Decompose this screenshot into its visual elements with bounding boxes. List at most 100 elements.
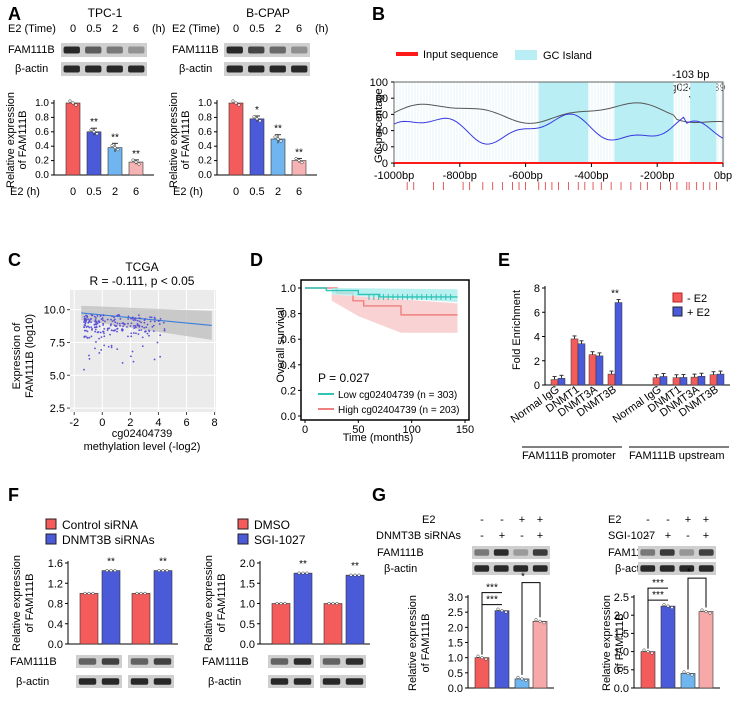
c-point: [149, 320, 152, 323]
c-point: [100, 349, 103, 351]
c-point: [143, 321, 146, 324]
c-point: [135, 332, 137, 335]
g-blot-fam111b-strip: [638, 546, 716, 559]
f-legend-label-1: Control siRNA: [62, 518, 138, 532]
c-point: [111, 315, 114, 318]
a-time-unit: (h): [315, 23, 328, 35]
g-blot-fam111b-band: [493, 549, 509, 556]
d-ytick-label: 0.4: [281, 360, 296, 372]
e-ytick-label: 0: [534, 380, 540, 392]
a-blot-actin-band: [85, 65, 102, 73]
g-sign-row1: +: [703, 514, 709, 526]
e-bar: [570, 338, 579, 386]
a-ytick-label: 0.8: [198, 112, 212, 123]
a-dot: [116, 148, 120, 152]
a-dot: [110, 144, 114, 148]
g-bracket-3: [521, 582, 541, 675]
a-sig: **: [111, 132, 119, 143]
c-point: [98, 337, 100, 340]
a-x-tick-label: 2: [275, 186, 281, 198]
a-title: B-CPAP: [246, 6, 290, 20]
a-blot-label-2: β-actin: [15, 63, 48, 75]
a-dot: [279, 139, 283, 143]
b-ytick-label: 0: [382, 158, 388, 170]
f-legend-label-2: DNMT3B siRNAs: [62, 533, 155, 547]
g-blot-actin-band: [698, 565, 714, 572]
c-point: [137, 333, 140, 336]
g-sign-row1: -: [666, 514, 670, 526]
d-ytick-label: 0.0: [281, 411, 296, 423]
a-ytick-label: 0.2: [198, 156, 212, 167]
g-row1-label: E2: [422, 514, 435, 526]
c-xtick-label: 2: [127, 417, 133, 429]
f-bar: [293, 572, 313, 645]
b-gc-island: [538, 82, 589, 163]
c-point: [133, 327, 136, 329]
c-point: [134, 326, 137, 329]
f-bar: [153, 570, 173, 645]
a-blot-fam111b-band: [269, 46, 286, 54]
g-dot: [484, 657, 488, 661]
f-legend-label-2: SGI-1027: [254, 533, 306, 547]
g-blot-fam111b-band: [474, 549, 490, 556]
g-blot-fam111b-band: [679, 549, 695, 556]
a-dot: [276, 137, 280, 141]
c-point: [100, 336, 103, 338]
a-ylabel-1: Relative expression: [5, 92, 17, 188]
c-point: [113, 324, 116, 327]
d-plot-frame: [300, 279, 470, 421]
c-xtick-label: 8: [212, 417, 218, 429]
c-point: [103, 344, 106, 347]
f-ytick-label: 0.4: [48, 619, 63, 631]
f-bar: [101, 570, 121, 645]
c-point: [103, 335, 106, 338]
a-blot-actin-band: [248, 65, 265, 73]
g-bar: [640, 651, 656, 689]
e-sig: **: [611, 289, 619, 300]
g-dot: [646, 650, 650, 654]
a-dot: [258, 119, 262, 123]
legend-input-label: Input sequence: [423, 49, 498, 61]
g-ylabel-2: of FAM111B: [420, 614, 432, 673]
f-bar: [131, 593, 151, 645]
g-dot: [704, 610, 708, 614]
a-dot: [297, 159, 301, 163]
a-dot: [255, 117, 259, 121]
g-blot-actin-strip: [638, 562, 716, 575]
c-point: [138, 317, 141, 319]
f-sig: **: [351, 561, 359, 572]
c-point: [102, 322, 104, 325]
f-blot-actin-band: [153, 678, 172, 685]
g-blot-label-2: β-actin: [384, 563, 417, 575]
f-dot: [349, 573, 353, 577]
g-sig-1: ***: [486, 583, 498, 594]
a-sig: *: [255, 105, 259, 116]
c-point: [159, 355, 162, 358]
f-blot-actin-band: [78, 678, 97, 685]
g-sig-2: ***: [652, 590, 664, 601]
a-ytick-label: 0.6: [198, 127, 212, 138]
d-legend-low: Low cg02404739 (n = 303): [338, 390, 457, 401]
c-ylabel-1: Expression of: [11, 322, 23, 390]
c-xtick-label: 4: [155, 417, 161, 429]
c-point: [134, 319, 137, 321]
c-point: [88, 326, 91, 329]
f-ytick-label: 1.6: [48, 558, 63, 570]
g-dot: [642, 648, 646, 652]
a-time-tick: 0: [233, 23, 239, 35]
a-time-tick: 0.5: [86, 23, 101, 35]
a-x-tick-label: 0: [233, 186, 239, 198]
d-ytick-label: 0.2: [281, 385, 296, 397]
g-sig-1: ***: [652, 578, 664, 589]
a-blot-actin-band: [106, 65, 123, 73]
a-blot-fam111b-strip: [61, 43, 147, 57]
c-point: [114, 321, 117, 324]
f-legend-swatch-1: [45, 518, 57, 530]
c-point: [106, 318, 109, 321]
panel-b: Input sequence GC Island -103 bp cg02404…: [370, 49, 732, 190]
d-xlabel: Time (months): [343, 432, 414, 444]
g-dot: [534, 618, 538, 622]
b-xtick-label: -400bp: [574, 170, 608, 182]
panel-e: Fold Enrichment - E2 + E2 FAM111B promot…: [509, 283, 730, 462]
